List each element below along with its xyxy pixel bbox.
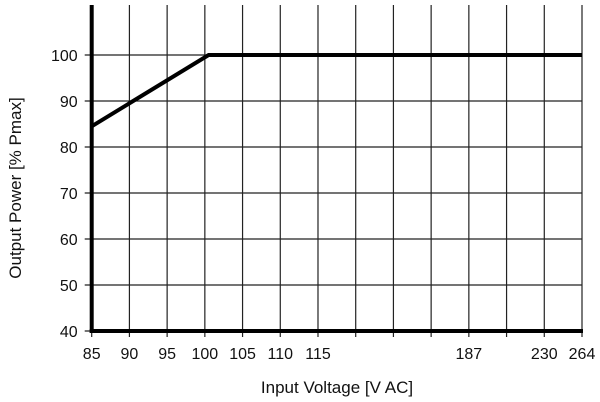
y-tick-label: 100 — [51, 48, 78, 65]
series — [90, 53, 582, 129]
x-axis-label: Input Voltage [V AC] — [261, 378, 413, 397]
x-tick-label: 187 — [456, 346, 483, 363]
tick-labels: 85 90 95 100 105 110 115 187 230 264 40 50 60 70 80 90 1… — [51, 48, 595, 363]
axes — [89, 5, 583, 333]
y-tick-label: 40 — [60, 324, 78, 341]
x-tick-label: 95 — [158, 346, 176, 363]
y-tick-label: 50 — [60, 278, 78, 295]
x-tick-label: 115 — [305, 346, 331, 363]
x-tick-label: 90 — [121, 346, 139, 363]
y-axis-label: Output Power [% Pmax] — [6, 97, 25, 278]
x-tick-label: 264 — [569, 346, 596, 363]
y-tick-label: 60 — [60, 232, 78, 249]
y-tick-label: 90 — [60, 94, 78, 111]
y-tick-label: 70 — [60, 186, 78, 203]
x-tick-label: 105 — [229, 346, 256, 363]
y-tick-label: 80 — [60, 140, 78, 157]
series-line — [90, 53, 582, 129]
x-tick-label: 85 — [83, 346, 101, 363]
grid — [84, 5, 583, 337]
x-tick-label: 100 — [191, 346, 218, 363]
x-tick-label: 230 — [531, 346, 558, 363]
x-tick-label: 110 — [268, 346, 294, 363]
